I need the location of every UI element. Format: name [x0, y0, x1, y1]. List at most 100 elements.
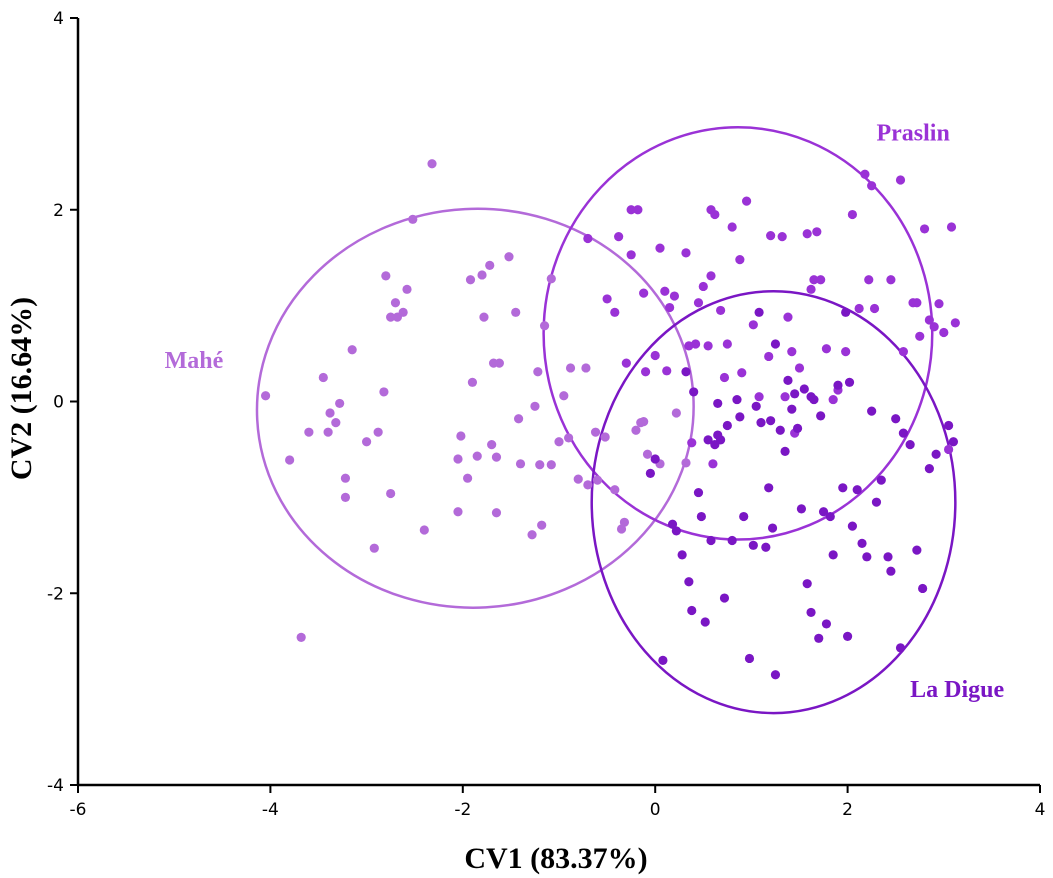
point-praslin [802, 229, 812, 239]
group-label-la-digue: La Digue [910, 677, 1004, 703]
point-la-digue [696, 511, 706, 522]
point-la-digue [667, 519, 678, 529]
point-la-digue [645, 468, 655, 479]
point-mahe [539, 321, 550, 331]
point-mahe [296, 632, 306, 642]
point-mahe [513, 414, 524, 424]
point-praslin [754, 392, 764, 402]
point-praslin [912, 298, 922, 308]
point-praslin [687, 438, 697, 448]
point-la-digue [898, 428, 908, 438]
point-mahe [515, 459, 526, 469]
point-mahe [419, 525, 429, 535]
point-praslin [919, 224, 930, 234]
point-praslin [660, 286, 670, 296]
point-la-digue [806, 392, 816, 402]
point-la-digue [735, 412, 745, 422]
point-praslin [640, 367, 651, 377]
group-labels: Mahé Praslin La Digue [165, 121, 1005, 703]
point-praslin [939, 327, 949, 338]
point-mahe [390, 298, 401, 308]
point-mahe [477, 270, 487, 280]
point-mahe [453, 507, 463, 517]
point-mahe [472, 451, 482, 461]
point-mahe [639, 417, 649, 427]
point-mahe [559, 391, 569, 401]
point-praslin [915, 331, 925, 341]
x-axis-title: CV1 (83.37%) [464, 842, 647, 875]
point-la-digue [783, 375, 793, 386]
point-mahe [331, 417, 341, 428]
point-la-digue [703, 435, 713, 445]
point-la-digue [761, 542, 771, 552]
point-la-digue [751, 401, 761, 411]
point-la-digue [883, 552, 893, 562]
point-praslin [944, 444, 954, 455]
point-praslin [929, 322, 939, 332]
point-mahe [583, 480, 593, 490]
point-praslin [614, 231, 624, 242]
point-mahe [260, 391, 271, 401]
point-praslin [812, 227, 822, 237]
ellipse-praslin [542, 126, 934, 541]
point-mahe [285, 455, 295, 465]
y-tick-label: -2 [47, 584, 64, 604]
y-tick-label: 4 [53, 9, 64, 29]
x-tick-label: -2 [454, 800, 471, 820]
point-praslin [864, 275, 874, 285]
point-mahe [527, 530, 537, 540]
point-mahe [386, 488, 396, 499]
point-mahe [535, 460, 545, 470]
point-mahe [487, 440, 497, 450]
point-la-digue [754, 307, 764, 317]
point-la-digue [713, 398, 723, 409]
point-la-digue [767, 523, 778, 533]
point-la-digue [871, 497, 882, 507]
x-tick-label: -4 [262, 800, 279, 820]
point-praslin [708, 459, 718, 469]
axes: -6 -4 -2 0 2 4 -4 -2 0 2 4 [47, 9, 1045, 820]
point-mahe [463, 473, 473, 483]
point-praslin [886, 275, 896, 285]
point-la-digue [693, 487, 704, 498]
y-axis-title: CV2 (16.64%) [5, 297, 38, 480]
point-mahe [402, 284, 412, 294]
point-mahe [362, 437, 372, 447]
y-tick-label: 0 [53, 393, 64, 413]
point-mahe [398, 307, 408, 317]
point-mahe [533, 367, 543, 377]
point-praslin [828, 394, 838, 405]
point-praslin [610, 307, 620, 317]
point-praslin [669, 291, 680, 301]
group-label-mahe: Mahé [165, 348, 224, 374]
point-praslin [681, 248, 691, 258]
point-mahe [546, 274, 556, 284]
point-praslin [665, 302, 675, 313]
point-la-digue [770, 339, 781, 349]
point-la-digue [681, 367, 691, 377]
point-la-digue [650, 454, 660, 464]
point-mahe [681, 458, 691, 468]
point-la-digue [857, 538, 867, 548]
point-la-digue [677, 550, 687, 560]
point-la-digue [806, 607, 816, 618]
data-points [260, 159, 960, 680]
point-la-digue [799, 384, 809, 394]
point-praslin [691, 339, 701, 349]
point-la-digue [687, 605, 697, 616]
point-mahe [379, 387, 389, 397]
point-mahe [581, 363, 591, 373]
point-praslin [854, 303, 864, 314]
point-praslin [602, 294, 612, 304]
point-la-digue [912, 545, 922, 555]
point-praslin [806, 284, 816, 294]
point-praslin [735, 255, 745, 265]
point-praslin [727, 222, 737, 232]
x-tick-label: 2 [842, 800, 853, 820]
point-mahe [491, 452, 502, 462]
point-la-digue [756, 417, 766, 428]
point-mahe [600, 432, 610, 442]
x-tick-label: 0 [650, 800, 661, 820]
point-mahe [304, 427, 314, 437]
